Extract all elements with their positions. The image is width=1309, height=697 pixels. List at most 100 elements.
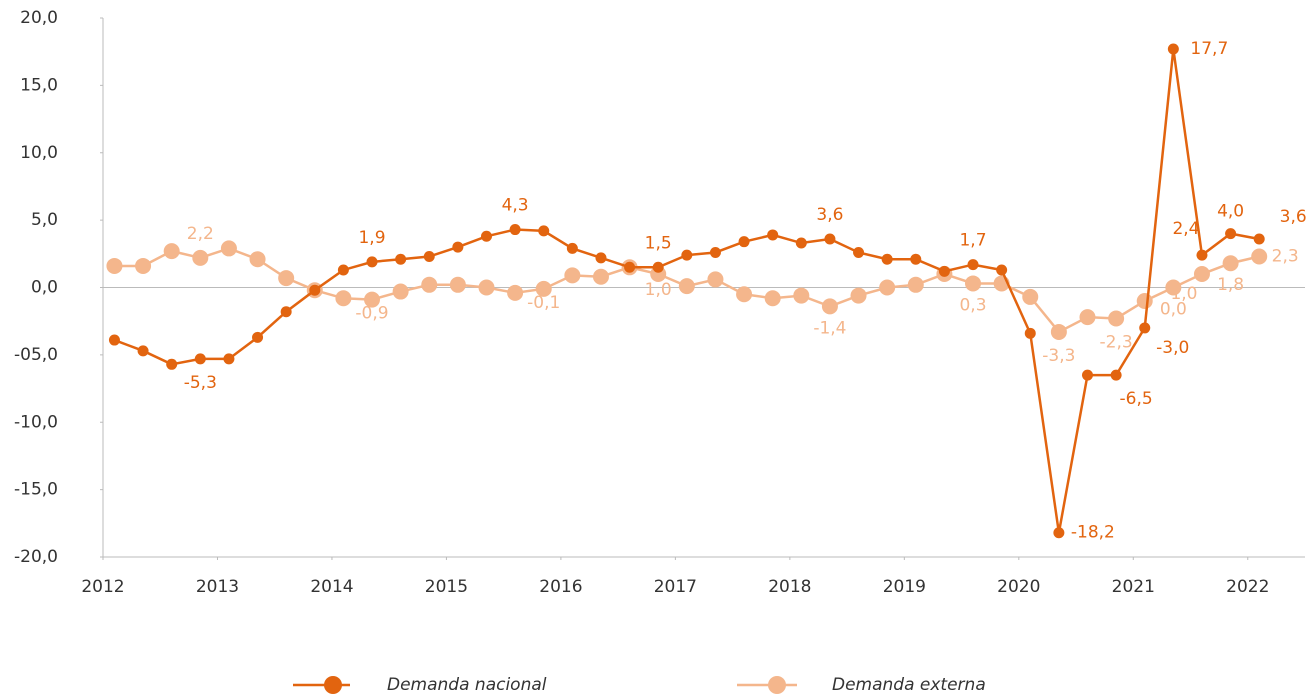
data-label: 0,0 [1160,300,1187,320]
point [1251,248,1268,265]
point [1079,309,1096,326]
data-label: 4,3 [502,196,529,216]
point [793,287,810,304]
point [337,264,349,276]
y-tick-label: 0,0 [31,278,58,298]
point [624,261,636,273]
point [595,252,607,264]
x-tick-label: 2019 [883,577,926,597]
point [364,291,381,308]
point [480,230,492,242]
x-tick-label: 2012 [81,577,124,597]
data-label: 2,4 [1172,219,1199,239]
point [366,256,378,268]
x-tick-label: 2014 [310,577,353,597]
y-tick-label: 15,0 [20,75,58,95]
point [764,290,781,307]
point [767,229,779,241]
point [106,257,123,274]
point [1222,255,1239,272]
data-label: 3,6 [1280,207,1307,227]
point [1022,288,1039,305]
x-tick-label: 2017 [654,577,697,597]
data-label: -5,3 [184,373,217,393]
data-label: -1,4 [813,318,846,338]
point [566,242,578,254]
point [1139,322,1151,334]
point [163,243,180,260]
point [309,284,321,296]
point [1225,228,1237,240]
x-tick-label: 2015 [425,577,468,597]
x-tick-label: 2016 [539,577,582,597]
legend-label: Demanda nacional [387,675,547,695]
point [879,279,896,296]
point [1165,279,1182,296]
point [1053,527,1065,539]
point [1050,323,1067,340]
data-label: -0,9 [355,304,388,324]
point [709,246,721,258]
point [996,264,1008,276]
x-tick-label: 2013 [196,577,239,597]
point [423,251,435,263]
point [1253,233,1265,245]
point [166,358,178,370]
point [395,253,407,265]
point [249,251,266,268]
data-label: 0,3 [959,295,986,315]
point [220,240,237,257]
point [223,353,235,365]
point [795,237,807,249]
point [564,267,581,284]
point [652,261,664,273]
data-label: 2,3 [1272,247,1299,267]
data-label: 4,0 [1217,202,1244,222]
point [907,276,924,293]
legend-marker [768,676,786,694]
point [452,241,464,253]
point [824,233,836,245]
point [252,331,264,343]
point [678,278,695,295]
point [681,249,693,261]
data-label: -18,2 [1071,523,1115,543]
point [881,253,893,265]
legend-marker [324,676,342,694]
data-label: 1,7 [959,231,986,251]
point [449,276,466,293]
point [738,236,750,248]
point [821,298,838,315]
point [509,224,521,236]
point [278,270,295,287]
y-tick-label: 5,0 [31,210,58,230]
data-label: 1,5 [645,233,672,253]
point [1108,310,1125,327]
point [967,259,979,271]
point [392,283,409,300]
point [1081,369,1093,381]
data-label: -3,0 [1156,338,1189,358]
data-label: 1,8 [1217,275,1244,295]
point [478,279,495,296]
data-label: 1,9 [358,228,385,248]
point [938,265,950,277]
data-label: 1,0 [645,280,672,300]
point [1196,249,1208,261]
point [137,345,149,357]
point [421,276,438,293]
x-tick-label: 2022 [1226,577,1269,597]
point [335,290,352,307]
x-tick-label: 2020 [997,577,1040,597]
point [280,306,292,318]
point [965,275,982,292]
point [538,225,550,237]
data-label: -3,3 [1042,346,1075,366]
legend-label: Demanda externa [832,675,986,695]
point [108,334,120,346]
point [592,268,609,285]
data-label: 2,2 [187,224,214,244]
data-label: -0,1 [527,293,560,313]
point [1136,292,1153,309]
